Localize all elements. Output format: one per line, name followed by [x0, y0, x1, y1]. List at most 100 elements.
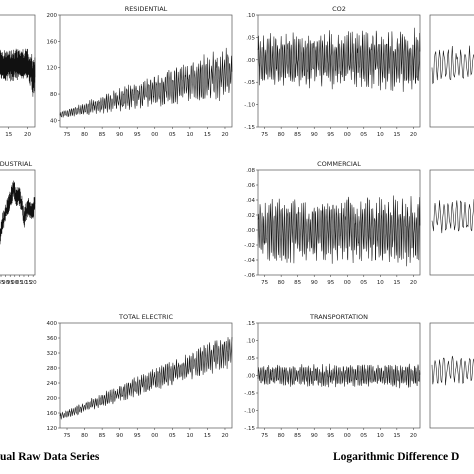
y-tick-label: 80	[50, 92, 57, 98]
series-line	[431, 45, 474, 85]
series-line	[257, 195, 421, 267]
x-tick-label: 80	[81, 132, 88, 138]
plot-frame	[0, 169, 36, 276]
x-tick-label: 95	[327, 280, 334, 286]
y-tick-label: .02	[246, 213, 255, 219]
x-tick-label: 00	[11, 280, 18, 286]
x-tick-label: 15	[393, 280, 400, 286]
x-tick-label: 90	[311, 433, 318, 439]
x-tick-label: 05	[169, 433, 176, 439]
y-tick-label: 280	[47, 366, 58, 372]
x-tick-label: 95	[134, 433, 141, 439]
y-tick-label: .15	[246, 321, 255, 327]
panel-title: INDUSTRIAL	[0, 160, 32, 168]
caption-right: Logarithmic Difference D	[333, 451, 459, 463]
y-tick-label: 120	[47, 426, 58, 432]
y-tick-label: -.05	[244, 80, 255, 86]
panel-p02: CO2 75 80 85 90 95 00 05 10 15 20 .10 .05 .00 -.05 -.10…	[244, 5, 421, 138]
y-tick-label: .05	[246, 35, 255, 41]
y-tick-label: -.10	[244, 409, 255, 415]
x-tick-label: 05	[360, 132, 367, 138]
x-tick-label: 05	[169, 132, 176, 138]
x-tick-label: 10	[20, 280, 27, 286]
x-tick-label: 20	[24, 132, 31, 138]
x-tick-label: 80	[278, 433, 285, 439]
y-tick-label: 160	[47, 39, 58, 45]
series-line	[0, 180, 36, 245]
edge-panel-0	[429, 14, 474, 128]
x-tick-label: 05	[360, 433, 367, 439]
x-tick-label: 00	[344, 132, 351, 138]
x-tick-label: 00	[344, 433, 351, 439]
x-tick-label: 15	[393, 433, 400, 439]
x-tick-label: 95	[7, 280, 14, 286]
edge-panel-2	[429, 322, 474, 429]
x-tick-label: 20	[30, 280, 37, 286]
y-tick-label: .08	[246, 168, 255, 174]
y-tick-label: .00	[246, 58, 255, 64]
x-tick-label: 10	[377, 433, 384, 439]
x-tick-label: 80	[278, 132, 285, 138]
x-tick-label: 95	[327, 433, 334, 439]
y-tick-label: 120	[47, 66, 58, 72]
x-tick-label: 10	[186, 132, 193, 138]
panel-p20: TOTAL ELECTRIC 75 80 85 90 95 00 05 10 15 20 120 160…	[47, 313, 233, 439]
panel-title: RESIDENTIAL	[125, 5, 168, 13]
x-tick-label: 20	[221, 433, 228, 439]
x-tick-label: 05	[360, 280, 367, 286]
y-tick-label: -.06	[244, 273, 255, 279]
x-tick-label: 75	[64, 433, 71, 439]
y-tick-label: .00	[246, 374, 255, 380]
x-tick-label: 90	[116, 433, 123, 439]
x-tick-label: 90	[311, 280, 318, 286]
x-tick-label: 90	[2, 280, 9, 286]
panel-p10: INDUSTRIAL758085909500051015205060708090…	[0, 160, 37, 286]
x-tick-label: 90	[311, 132, 318, 138]
x-tick-label: 20	[221, 132, 228, 138]
x-tick-label: 10	[377, 132, 384, 138]
y-tick-label: 320	[47, 351, 58, 357]
y-tick-label: .04	[246, 198, 255, 204]
panel-title: COMMERCIAL	[317, 160, 361, 168]
x-tick-label: 00	[151, 433, 158, 439]
x-tick-label: 80	[81, 433, 88, 439]
x-tick-label: 20	[410, 132, 417, 138]
y-tick-label: -.02	[244, 243, 255, 249]
panel-p11: COMMERCIAL 75 80 85 90 95 00 05 10 15 20 .08 .06 .04.…	[244, 160, 421, 286]
y-tick-label: -.15	[244, 125, 255, 131]
plot-frame	[429, 169, 474, 276]
panel-p01: RESIDENTIAL 75 80 85 90 95 00 05 10 15 20 40 80 120 16…	[47, 5, 233, 138]
panel-title: TRANSPORTATION	[309, 313, 368, 321]
series-line	[257, 27, 421, 92]
series-line	[59, 47, 233, 118]
plot-frame	[59, 322, 233, 429]
x-tick-label: 20	[410, 280, 417, 286]
panel-title: TOTAL ELECTRIC	[118, 313, 173, 321]
x-tick-label: 95	[134, 132, 141, 138]
x-tick-label: 05	[16, 280, 23, 286]
x-tick-label: 85	[99, 433, 106, 439]
series-line	[257, 363, 421, 389]
panel-p21: TRANSPORTATION 75 80 85 90 95 00 05 10 15 20 .15 .10…	[244, 313, 421, 439]
x-tick-label: 85	[0, 280, 5, 286]
y-tick-label: 240	[47, 381, 58, 387]
x-tick-label: 95	[327, 132, 334, 138]
y-tick-label: -.10	[244, 103, 255, 109]
series-line	[431, 355, 474, 386]
caption-left: ual Raw Data Series	[0, 451, 100, 463]
x-tick-label: 75	[261, 280, 268, 286]
series-line	[431, 199, 474, 234]
y-tick-label: .00	[246, 228, 255, 234]
x-tick-label: 10	[377, 280, 384, 286]
x-tick-label: 00	[344, 280, 351, 286]
series-line	[0, 48, 36, 97]
y-tick-label: .05	[246, 356, 255, 362]
panel-p00: 15 20	[0, 14, 36, 138]
x-tick-label: 15	[393, 132, 400, 138]
y-tick-label: 200	[47, 13, 58, 19]
y-tick-label: -.04	[244, 258, 255, 264]
x-tick-label: 15	[25, 280, 32, 286]
x-tick-label: 75	[261, 433, 268, 439]
